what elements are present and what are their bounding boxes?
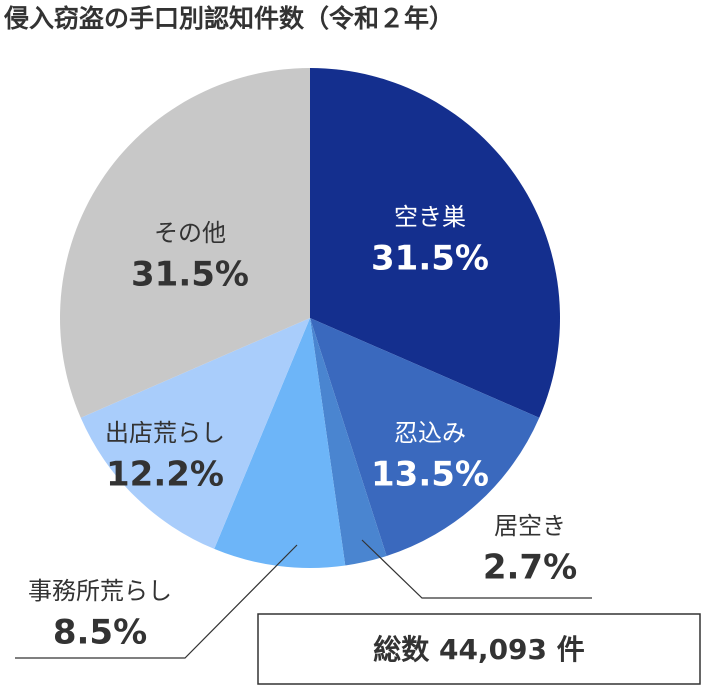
pie-slice xyxy=(214,318,346,568)
pie-slice xyxy=(310,318,540,556)
slice-name: 忍込み xyxy=(394,419,466,447)
pie-slice xyxy=(80,318,310,549)
leader-line xyxy=(15,544,298,659)
leader-line xyxy=(361,539,592,599)
slice-value: 12.2% xyxy=(106,455,224,495)
total-label: 総数 44,093 件 xyxy=(373,633,585,666)
total-box xyxy=(257,613,701,685)
slice-value: 31.5% xyxy=(131,255,249,295)
pie-slice xyxy=(310,318,387,566)
slice-value: 13.5% xyxy=(371,455,489,495)
slice-name: 出店荒らし xyxy=(105,419,225,447)
pie-slice xyxy=(60,68,310,418)
slice-name: 空き巣 xyxy=(394,203,466,231)
slice-name: その他 xyxy=(154,219,226,247)
slice-name: 居空き xyxy=(494,512,566,540)
slice-value: 8.5% xyxy=(53,613,147,653)
chart-title: 侵入窃盗の手口別認知件数（令和２年） xyxy=(3,4,454,33)
pie-slice xyxy=(310,68,561,418)
slice-name: 事務所荒らし xyxy=(28,577,172,605)
slice-value: 2.7% xyxy=(483,548,577,588)
slice-value: 31.5% xyxy=(371,239,489,279)
